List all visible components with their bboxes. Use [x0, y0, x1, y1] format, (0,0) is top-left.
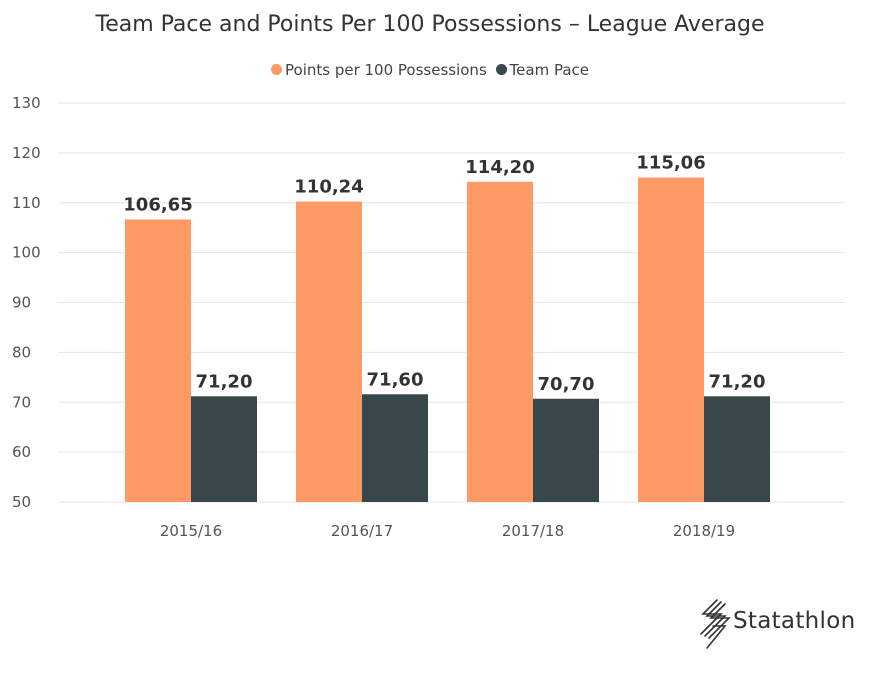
bar-pace-3 — [704, 396, 770, 502]
y-tick-label: 60 — [12, 443, 31, 461]
data-label-points: 115,06 — [636, 153, 705, 174]
x-tick-label: 2017/18 — [502, 522, 564, 540]
legend-item-pace[interactable]: Team Pace — [495, 61, 589, 79]
y-tick-label: 80 — [12, 343, 31, 361]
y-tick-label: 50 — [12, 493, 31, 511]
legend-label-pace: Team Pace — [509, 61, 589, 79]
chart-title: Team Pace and Points Per 100 Possessions… — [95, 12, 765, 37]
bar-points-2 — [467, 181, 533, 503]
y-tick-label: 100 — [12, 244, 41, 262]
x-tick-label: 2016/17 — [331, 522, 393, 540]
data-label-points: 114,20 — [465, 157, 534, 178]
bar-points-3 — [638, 177, 704, 502]
data-label-pace: 71,20 — [196, 371, 253, 392]
y-tick-label: 110 — [12, 194, 41, 212]
bar-points-1 — [296, 201, 362, 503]
statathlon-logo-icon — [700, 599, 731, 649]
bar-pace-1 — [362, 394, 428, 502]
y-tick-label: 90 — [12, 294, 31, 312]
bar-pace-0 — [191, 396, 257, 502]
legend-item-points[interactable]: Points per 100 Possessions — [271, 61, 487, 79]
data-label-points: 110,24 — [294, 177, 363, 198]
y-tick-label: 70 — [12, 393, 31, 411]
bar-pace-2 — [533, 398, 599, 502]
x-tick-label: 2015/16 — [160, 522, 222, 540]
bar-points-0 — [125, 219, 191, 502]
legend-label-points: Points per 100 Possessions — [285, 61, 487, 79]
data-label-points: 106,65 — [123, 194, 192, 215]
statathlon-logo: Statathlon — [695, 596, 865, 656]
y-tick-label: 120 — [12, 144, 41, 162]
data-label-pace: 71,20 — [709, 371, 766, 392]
logo-text: Statathlon — [733, 608, 856, 634]
legend-swatch-points — [271, 64, 282, 75]
data-label-pace: 71,60 — [367, 369, 424, 390]
x-tick-label: 2018/19 — [673, 522, 735, 540]
data-label-pace: 70,70 — [538, 374, 595, 395]
legend-swatch-pace — [495, 64, 507, 75]
legend: Points per 100 Possessions Team Pace — [0, 61, 860, 79]
y-tick-label: 130 — [12, 94, 41, 112]
